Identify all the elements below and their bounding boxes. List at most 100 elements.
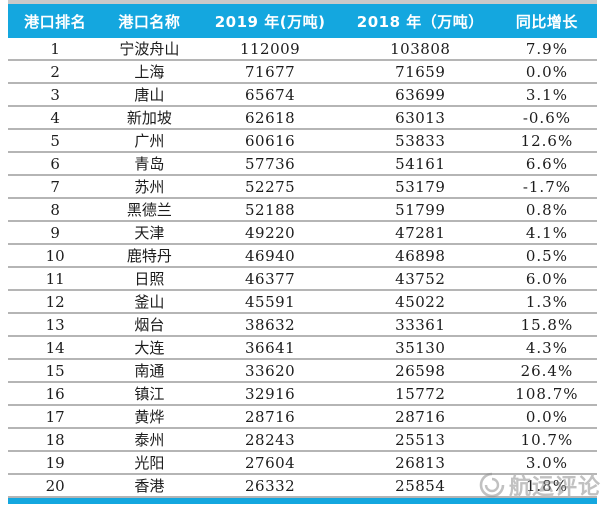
table-top-border <box>8 0 597 4</box>
growth-cell: -0.6% <box>522 108 571 127</box>
table-body: 1 宁波舟山 112009 103808 7.9% 2 上海 71677 71659 0.0% 3 唐… <box>8 38 597 498</box>
growth-cell: 15.8% <box>520 315 574 334</box>
port-name-cell: 新加坡 <box>126 109 172 127</box>
growth-cell: -1.7% <box>522 177 571 196</box>
rank-cell: 6 <box>50 154 60 173</box>
table-header-row: 港口排名 港口名称 2019 年(万吨) 2018 年（万吨） 同比增长 <box>8 4 597 38</box>
port-name-cell: 南通 <box>134 362 165 380</box>
port-name-cell: 光阳 <box>134 454 165 472</box>
port-name-cell: 日照 <box>134 270 165 288</box>
table-row: 7 苏州 52275 53179 -1.7% <box>8 176 597 199</box>
port-name-cell: 苏州 <box>134 178 165 196</box>
table-row: 18 泰州 28243 25513 10.7% <box>8 429 597 452</box>
value-2019-cell: 62618 <box>244 108 296 127</box>
port-name-cell: 釜山 <box>134 293 165 311</box>
table-row: 20 香港 26332 25854 1.8% <box>8 475 597 498</box>
header-port-name: 港口名称 <box>118 12 181 31</box>
rank-cell: 12 <box>45 292 65 311</box>
value-2018-cell: 25513 <box>395 430 446 449</box>
value-2018-cell: 33361 <box>395 315 446 334</box>
rank-cell: 13 <box>45 315 65 334</box>
table-row: 16 镇江 32916 15772 108.7% <box>8 383 597 406</box>
growth-cell: 3.0% <box>525 453 568 472</box>
growth-cell: 12.6% <box>520 131 574 150</box>
rank-cell: 18 <box>45 430 65 449</box>
value-2019-cell: 60616 <box>244 131 296 150</box>
growth-cell: 7.9% <box>525 39 568 58</box>
growth-cell: 4.3% <box>525 338 568 357</box>
rank-cell: 16 <box>45 384 65 403</box>
header-port-rank: 港口排名 <box>24 12 87 31</box>
growth-cell: 4.1% <box>525 223 568 242</box>
value-2019-cell: 26332 <box>244 476 296 495</box>
port-name-cell: 烟台 <box>134 316 165 334</box>
growth-cell: 3.1% <box>525 85 568 104</box>
value-2018-cell: 46898 <box>395 246 446 265</box>
table-row: 15 南通 33620 26598 26.4% <box>8 360 597 383</box>
port-name-cell: 宁波舟山 <box>119 40 180 58</box>
value-2019-cell: 27604 <box>244 453 296 472</box>
rank-cell: 3 <box>50 85 60 104</box>
value-2019-cell: 38632 <box>244 315 296 334</box>
value-2018-cell: 35130 <box>395 338 446 357</box>
table-row: 4 新加坡 62618 63013 -0.6% <box>8 107 597 130</box>
growth-cell: 108.7% <box>515 384 579 403</box>
growth-cell: 1.8% <box>525 476 568 495</box>
value-2018-cell: 43752 <box>395 269 446 288</box>
port-name-cell: 唐山 <box>134 86 165 104</box>
growth-cell: 10.7% <box>520 430 574 449</box>
port-name-cell: 上海 <box>134 63 165 81</box>
table-row: 17 黄烨 28716 28716 0.0% <box>8 406 597 429</box>
value-2018-cell: 103808 <box>390 39 451 58</box>
header-yoy-growth: 同比增长 <box>515 12 578 31</box>
value-2019-cell: 49220 <box>244 223 296 242</box>
growth-cell: 0.8% <box>525 200 568 219</box>
rank-cell: 14 <box>45 338 65 357</box>
header-2018-volume: 2018 年（万吨） <box>356 12 484 31</box>
value-2018-cell: 25854 <box>395 476 446 495</box>
port-name-cell: 黑德兰 <box>126 201 172 219</box>
rank-cell: 20 <box>45 476 65 495</box>
table-row: 3 唐山 65674 63699 3.1% <box>8 84 597 107</box>
port-throughput-table: 港口排名 港口名称 2019 年(万吨) 2018 年（万吨） 同比增长 1 宁波… <box>8 0 597 504</box>
table-row: 8 黑德兰 52188 51799 0.8% <box>8 199 597 222</box>
table-row: 5 广州 60616 53833 12.6% <box>8 130 597 153</box>
value-2019-cell: 52275 <box>244 177 296 196</box>
value-2018-cell: 45022 <box>395 292 446 311</box>
rank-cell: 8 <box>50 200 60 219</box>
port-name-cell: 镇江 <box>134 385 165 403</box>
value-2018-cell: 47281 <box>395 223 446 242</box>
value-2018-cell: 26598 <box>395 361 446 380</box>
rank-cell: 5 <box>50 131 60 150</box>
growth-cell: 26.4% <box>520 361 574 380</box>
value-2018-cell: 26813 <box>395 453 446 472</box>
rank-cell: 7 <box>50 177 60 196</box>
value-2019-cell: 36641 <box>244 338 296 357</box>
port-name-cell: 泰州 <box>134 431 165 449</box>
value-2019-cell: 65674 <box>244 85 296 104</box>
port-name-cell: 广州 <box>134 132 165 150</box>
port-name-cell: 香港 <box>134 477 165 495</box>
rank-cell: 1 <box>50 39 60 58</box>
table-row: 14 大连 36641 35130 4.3% <box>8 337 597 360</box>
rank-cell: 9 <box>50 223 60 242</box>
value-2019-cell: 112009 <box>239 39 301 58</box>
growth-cell: 0.0% <box>525 62 568 81</box>
value-2018-cell: 15772 <box>395 384 446 403</box>
table-row: 1 宁波舟山 112009 103808 7.9% <box>8 38 597 61</box>
rank-cell: 4 <box>50 108 60 127</box>
table-bottom-border <box>8 498 597 504</box>
table-row: 19 光阳 27604 26813 3.0% <box>8 452 597 475</box>
port-name-cell: 大连 <box>134 339 165 357</box>
growth-cell: 6.6% <box>525 154 568 173</box>
table-row: 12 釜山 45591 45022 1.3% <box>8 291 597 314</box>
value-2019-cell: 28243 <box>244 430 296 449</box>
value-2019-cell: 46377 <box>244 269 296 288</box>
rank-cell: 15 <box>45 361 65 380</box>
value-2019-cell: 45591 <box>244 292 296 311</box>
value-2018-cell: 71659 <box>395 62 446 81</box>
growth-cell: 1.3% <box>525 292 568 311</box>
table-row: 2 上海 71677 71659 0.0% <box>8 61 597 84</box>
rank-cell: 10 <box>45 246 65 265</box>
